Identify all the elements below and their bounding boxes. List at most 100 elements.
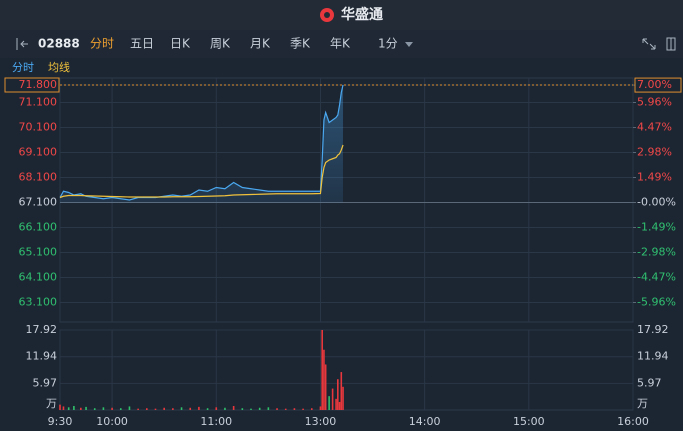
volume-bar xyxy=(189,407,192,410)
volume-bar xyxy=(62,406,65,410)
volume-bar xyxy=(102,407,105,410)
y-tick-label: 66.100 xyxy=(19,221,58,234)
y-tick-label: 69.100 xyxy=(19,146,58,159)
volume-bar xyxy=(180,407,183,410)
tab[interactable]: 五日 xyxy=(130,37,154,51)
volume-bar xyxy=(215,407,218,410)
volume-bar xyxy=(335,398,337,410)
tab[interactable]: 年K xyxy=(330,37,351,51)
x-tick-label: 16:00 xyxy=(617,415,649,428)
volume-bar xyxy=(340,372,343,410)
fullscreen-button[interactable] xyxy=(642,38,656,50)
volume-bar xyxy=(319,406,322,410)
volume-bar xyxy=(310,408,313,410)
x-tick-label: 14:00 xyxy=(409,415,441,428)
y-tick-label: 71.100 xyxy=(19,96,58,109)
volume-bar xyxy=(321,330,323,410)
volume-bar xyxy=(137,408,139,410)
volume-bar xyxy=(85,406,87,410)
y2-tick-label: 2.98% xyxy=(637,146,672,159)
brand: 华盛通 xyxy=(341,6,383,23)
y2-tick-label: 7.00% xyxy=(637,78,672,91)
volume-bar xyxy=(328,396,330,410)
stock-code: 02888 xyxy=(38,37,80,51)
y2-tick-label: -5.96% xyxy=(637,295,676,308)
volume-bar xyxy=(276,408,278,410)
price-line xyxy=(59,144,344,199)
y-tick-label: 64.100 xyxy=(19,271,58,284)
y2-tick-label: 11.94 xyxy=(637,350,669,363)
volume-bar xyxy=(323,349,325,410)
y-tick-label: 70.100 xyxy=(19,121,58,134)
y-tick-label: 63.100 xyxy=(19,296,58,309)
x-tick-label: 11:00 xyxy=(200,415,232,428)
volume-bar xyxy=(198,406,200,410)
volume-bar xyxy=(258,407,261,410)
tab[interactable]: 季K xyxy=(290,37,311,51)
volume-bar xyxy=(172,408,174,410)
x-tick-label: 13:00 xyxy=(305,415,337,428)
volume-bar xyxy=(67,407,70,410)
volume-bar xyxy=(73,405,75,410)
y2-tick-label: 1.49% xyxy=(637,171,672,184)
y2-tick-label: 5.96% xyxy=(637,96,672,109)
logo xyxy=(320,8,334,22)
volume-bar xyxy=(119,408,122,410)
y2-tick-label: -1.49% xyxy=(637,221,676,234)
y2-tick-label: -4.47% xyxy=(637,270,676,283)
header-bar xyxy=(0,0,683,30)
tab[interactable]: 月K xyxy=(250,37,271,51)
collapse-button[interactable] xyxy=(666,37,676,51)
x-tick-label: 10:00 xyxy=(96,415,128,428)
legend-entry: 分时 xyxy=(12,61,34,74)
tab[interactable]: 分时 xyxy=(90,37,114,51)
y-tick-label: 71.800 xyxy=(19,78,58,91)
y-tick-label: 65.100 xyxy=(19,246,58,259)
current-change-box xyxy=(634,77,682,93)
sidebar-toggle[interactable] xyxy=(16,38,28,50)
x-tick-label: 15:00 xyxy=(513,415,545,428)
y2-tick-label: 17.92 xyxy=(637,323,669,336)
volume-bar xyxy=(267,407,270,410)
y2-tick-label: 5.97 xyxy=(637,376,662,389)
volume-bar xyxy=(154,408,157,410)
y-tick-label: 11.94 xyxy=(26,350,58,363)
tab[interactable]: 日K xyxy=(170,37,191,51)
volume-bar xyxy=(93,408,96,410)
volume-bar xyxy=(284,408,287,410)
tab[interactable]: 周K xyxy=(210,37,231,51)
y-tick-label: 68.100 xyxy=(19,171,58,184)
volume-bar xyxy=(80,407,82,410)
volume-bar xyxy=(232,405,235,410)
volume-bar xyxy=(206,408,209,410)
volume-bar xyxy=(163,407,165,410)
x-tick-label: 9:30 xyxy=(48,415,73,428)
legend-entry: 均线 xyxy=(48,60,70,74)
volume-bar xyxy=(224,407,226,410)
y2-tick-label: -0.00% xyxy=(637,196,676,209)
volume-bar xyxy=(146,408,148,410)
interval-select[interactable]: 1分 xyxy=(378,37,398,51)
y2-tick-label: -2.98% xyxy=(637,245,676,258)
volume-bar xyxy=(324,364,327,410)
volume-bar xyxy=(331,388,334,410)
toolbar xyxy=(0,30,683,58)
volume-bar xyxy=(111,407,113,410)
y-tick-label: 5.97 xyxy=(33,376,58,389)
volume-bar xyxy=(293,408,296,410)
volume-bar xyxy=(59,404,61,410)
volume-bar xyxy=(337,379,339,410)
price-line xyxy=(59,84,344,201)
volume-bar xyxy=(302,408,304,410)
unit-label: 万 xyxy=(46,397,57,410)
volume-bar xyxy=(241,408,244,410)
y2-tick-label: 4.47% xyxy=(637,121,672,134)
y-tick-label: 17.92 xyxy=(26,323,58,336)
current-price-box xyxy=(4,77,60,93)
volume-bar xyxy=(128,406,131,410)
dropdown-arrow[interactable] xyxy=(405,42,413,47)
volume-bar xyxy=(338,401,341,410)
unit-label: 万 xyxy=(637,397,648,410)
